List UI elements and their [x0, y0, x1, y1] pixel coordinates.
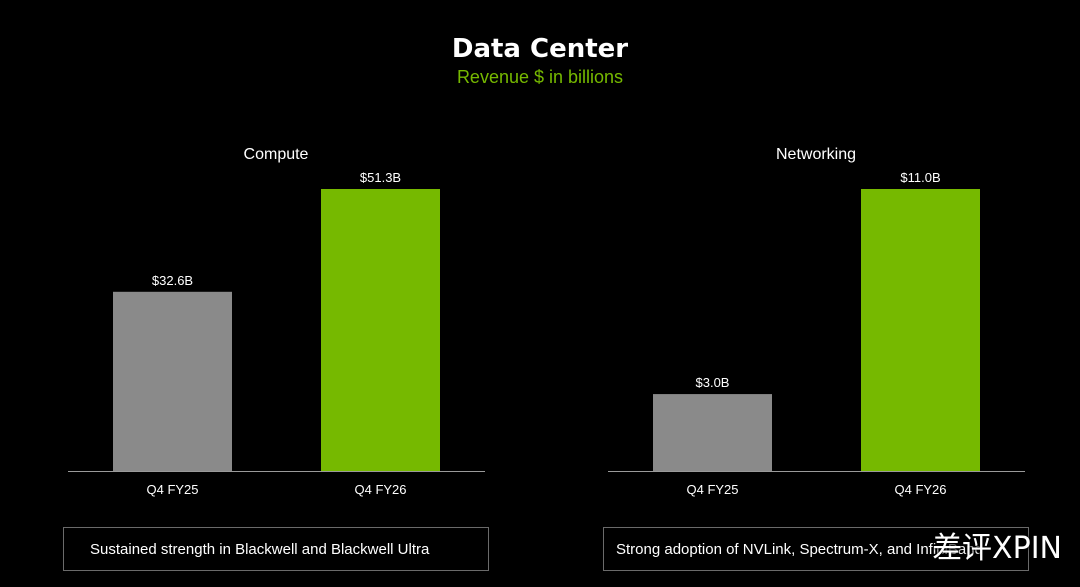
networking-chart-title: Networking	[776, 146, 856, 163]
compute-tick-label-2: Q4 FY26	[354, 482, 406, 497]
compute-data-label-1: $32.6B	[152, 273, 193, 288]
page-subtitle: Revenue $ in billions	[456, 67, 624, 87]
networking-data-label-1: $3.0B	[696, 375, 730, 390]
watermark-logo: 差评XPIN	[932, 531, 1062, 566]
compute-callout-box: Sustained strength in Blackwell and Blac…	[63, 527, 489, 571]
networking-bar-2	[861, 189, 980, 471]
networking-callout-text: Strong adoption of NVLink, Spectrum-X, a…	[616, 540, 983, 558]
networking-data-label-2: $11.0B	[900, 170, 940, 185]
networking-callout-box: Strong adoption of NVLink, Spectrum-X, a…	[603, 527, 1029, 571]
compute-callout-text: Sustained strength in Blackwell and Blac…	[90, 540, 430, 558]
networking-bar-1	[653, 394, 772, 471]
page-title: Data Center	[451, 34, 629, 64]
compute-data-label-2: $51.3B	[360, 170, 401, 185]
networking-tick-label-1: Q4 FY25	[686, 482, 738, 497]
compute-bar-1	[113, 291, 232, 471]
compute-bar-2	[321, 189, 440, 471]
networking-tick-label-2: Q4 FY26	[894, 482, 946, 497]
compute-chart-title: Compute	[244, 146, 309, 163]
compute-tick-label-1: Q4 FY25	[146, 482, 198, 497]
